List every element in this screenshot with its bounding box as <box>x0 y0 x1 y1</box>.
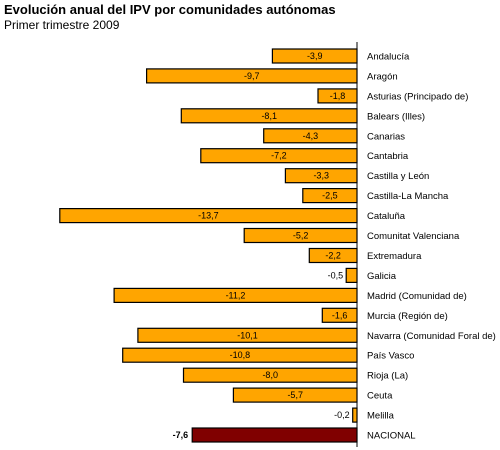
data-label-8: -13,7 <box>198 211 219 221</box>
category-label-14: Navarra (Comunidad Foral de) <box>367 331 496 342</box>
category-label-8: Cataluña <box>367 211 406 222</box>
category-label-17: Ceuta <box>367 391 393 402</box>
data-label-18: -0,2 <box>334 410 350 420</box>
category-label-12: Madrid (Comunidad de) <box>367 291 467 302</box>
data-label-5: -7,2 <box>271 151 287 161</box>
category-label-16: Rioja (La) <box>367 371 408 382</box>
chart-title: Evolución anual del IPV por comunidades … <box>4 2 336 17</box>
data-label-17: -5,7 <box>287 390 303 400</box>
data-label-2: -1,8 <box>330 91 346 101</box>
category-label-11: Galicia <box>367 271 397 282</box>
category-label-13: Murcia (Región de) <box>367 311 448 322</box>
data-label-4: -4,3 <box>303 131 319 141</box>
data-label-12: -11,2 <box>226 290 246 300</box>
category-label-19: NACIONAL <box>367 431 416 442</box>
category-label-6: Castilla y León <box>367 171 429 182</box>
data-label-15: -10,8 <box>230 350 251 360</box>
category-label-1: Aragón <box>367 71 398 82</box>
data-label-3: -8,1 <box>261 111 277 121</box>
category-label-3: Balears (Illes) <box>367 111 425 122</box>
data-label-14: -10,1 <box>237 330 258 340</box>
data-label-11: -0,5 <box>328 270 344 280</box>
category-label-7: Castilla-La Mancha <box>367 191 449 202</box>
bar-19 <box>191 427 358 443</box>
category-label-15: País Vasco <box>367 351 414 362</box>
bar-11 <box>345 267 358 283</box>
data-label-10: -2,2 <box>325 251 341 261</box>
data-label-9: -5,2 <box>293 231 309 241</box>
data-label-16: -8,0 <box>262 370 278 380</box>
category-label-9: Comunitat Valenciana <box>367 231 460 242</box>
category-label-4: Canarias <box>367 131 405 142</box>
data-label-1: -9,7 <box>244 71 260 81</box>
category-label-2: Asturias (Principado de) <box>367 91 468 102</box>
category-label-10: Extremadura <box>367 251 422 262</box>
bar-18 <box>352 407 358 423</box>
category-label-0: Andalucía <box>367 52 410 63</box>
data-label-6: -3,3 <box>313 171 329 181</box>
chart-subtitle: Primer trimestre 2009 <box>4 18 120 32</box>
data-label-13: -1,6 <box>332 310 348 320</box>
category-label-5: Cantabria <box>367 151 409 162</box>
data-label-0: -3,9 <box>307 51 323 61</box>
data-label-19: -7,6 <box>173 430 189 440</box>
category-label-18: Melilla <box>367 411 395 422</box>
data-label-7: -2,5 <box>322 191 338 201</box>
